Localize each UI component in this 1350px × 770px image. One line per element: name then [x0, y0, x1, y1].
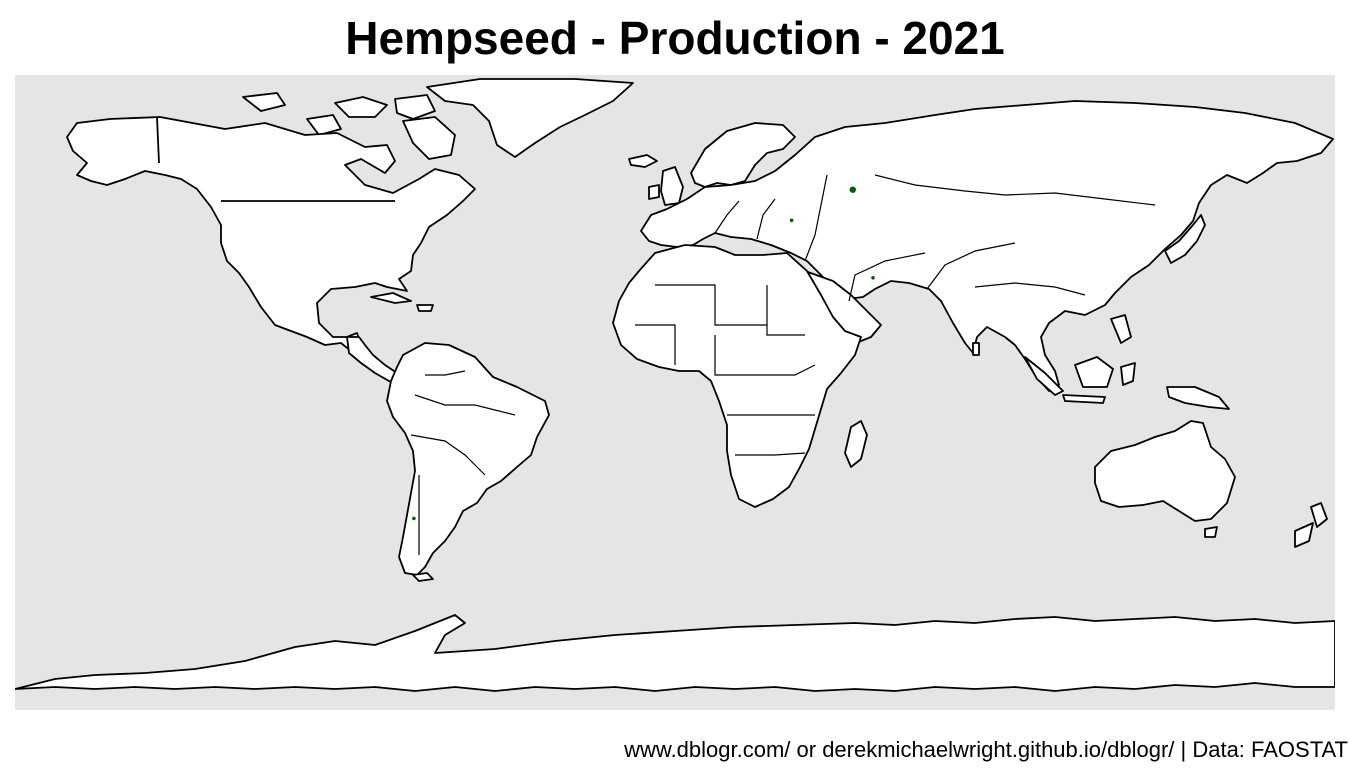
arctic-island: [306, 114, 342, 136]
border-line: [766, 285, 805, 336]
tierra-del-fuego: [412, 572, 434, 582]
south-america: [386, 342, 550, 576]
new-guinea: [1166, 386, 1230, 410]
source-caption: www.dblogr.com/ or derekmichaelwright.gi…: [624, 737, 1348, 762]
sumatra: [1024, 356, 1064, 396]
production-point-ukraine: [789, 218, 794, 223]
hispaniola: [416, 304, 434, 312]
scandinavia: [690, 122, 796, 188]
japan: [1164, 214, 1206, 264]
iceland: [628, 154, 658, 168]
border-line: [926, 242, 1016, 290]
greenland: [426, 78, 634, 158]
border-line: [635, 324, 676, 365]
border-line: [714, 200, 740, 234]
production-point-iran: [871, 276, 875, 280]
border-line: [714, 335, 816, 376]
production-points: [412, 186, 875, 521]
border-line: [804, 174, 828, 262]
sri-lanka: [972, 342, 980, 356]
alaska-border: [156, 116, 160, 164]
border-line: [756, 198, 776, 240]
country-borders: [410, 174, 1156, 555]
tasmania: [1204, 526, 1218, 538]
border-line: [410, 434, 486, 476]
java: [1062, 394, 1106, 404]
africa: [612, 244, 862, 508]
arctic-island: [394, 94, 436, 120]
sulawesi: [1120, 362, 1136, 386]
border-line: [425, 370, 466, 376]
philippines: [1110, 314, 1132, 344]
chart-title: Hempseed - Production - 2021: [345, 12, 1005, 64]
arctic-island: [334, 96, 388, 118]
borneo: [1074, 356, 1114, 388]
north-america: [66, 116, 476, 352]
antarctica: [15, 614, 1335, 692]
production-point-chile: [412, 516, 416, 521]
border-line: [874, 174, 1156, 206]
border-line: [414, 394, 516, 416]
border-line: [735, 452, 806, 456]
new-zealand-south: [1294, 522, 1314, 548]
world-map: [15, 75, 1335, 710]
border-line: [974, 282, 1086, 296]
border-line: [848, 252, 926, 302]
baffin-island: [402, 116, 456, 160]
arctic-island: [242, 92, 286, 112]
new-zealand-north: [1310, 502, 1328, 528]
world-map-panel: [15, 75, 1335, 710]
madagascar: [844, 420, 868, 468]
australia: [1094, 420, 1236, 522]
ireland: [648, 184, 660, 200]
border-line: [655, 284, 767, 326]
land-layer: [15, 78, 1335, 692]
production-point-russia: [849, 186, 856, 193]
cuba: [370, 292, 412, 304]
